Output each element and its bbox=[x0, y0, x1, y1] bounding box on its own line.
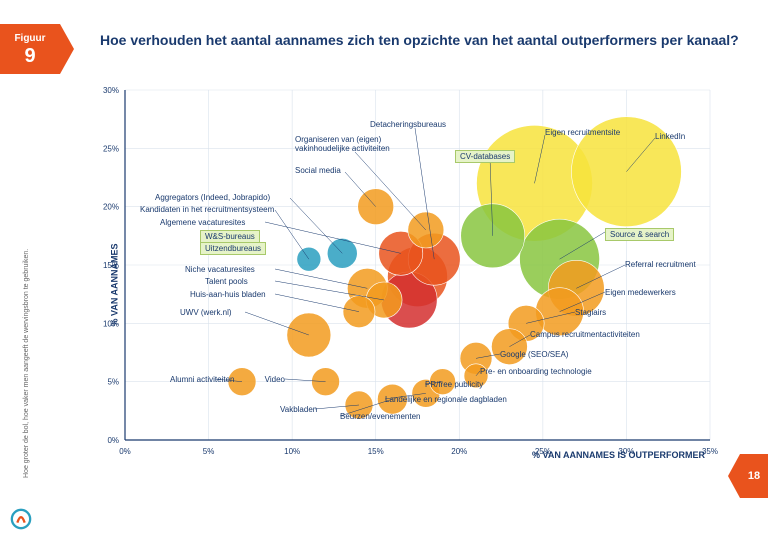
chart-title: Hoe verhouden het aantal aannames zich t… bbox=[100, 32, 748, 48]
bubble bbox=[343, 296, 375, 328]
svg-text:0%: 0% bbox=[107, 436, 119, 445]
svg-text:10%: 10% bbox=[103, 319, 119, 328]
chart-area: % VAN AANNAMES 0%5%10%15%20%25%30%35%0%5… bbox=[85, 80, 725, 490]
bubble bbox=[297, 247, 321, 271]
side-note: Hoe groter de bol, hoe vaker men aangeef… bbox=[23, 249, 30, 478]
bubble-label: Referral recruitment bbox=[625, 260, 696, 269]
svg-text:10%: 10% bbox=[284, 447, 300, 456]
svg-text:15%: 15% bbox=[103, 261, 119, 270]
page-number-tab: 18 bbox=[740, 454, 768, 498]
bubble-label: Niche vacaturesites bbox=[185, 265, 255, 274]
bubble-label: Vakbladen bbox=[280, 405, 317, 414]
bubble-label: Kandidaten in het recruitmentsysteem bbox=[140, 205, 274, 214]
logo-icon bbox=[10, 508, 32, 530]
bubble-label: Stagiairs bbox=[575, 308, 606, 317]
bubble-label: Google (SEO/SEA) bbox=[500, 350, 568, 359]
page: Figuur 9 Hoe verhouden het aantal aannam… bbox=[0, 0, 768, 538]
page-number: 18 bbox=[748, 470, 760, 482]
figure-number: 9 bbox=[24, 46, 35, 66]
bubble-label: Huis-aan-huis bladen bbox=[190, 290, 266, 299]
svg-text:15%: 15% bbox=[368, 447, 384, 456]
svg-text:25%: 25% bbox=[103, 144, 119, 153]
svg-text:5%: 5% bbox=[107, 378, 119, 387]
figure-tab: Figuur 9 bbox=[0, 24, 60, 74]
bubble-label: Algemene vacaturesites bbox=[160, 218, 245, 227]
bubble-label: Beurzen/evenementen bbox=[340, 412, 421, 421]
bubble-label: Organiseren van (eigen)vakinhoudelijke a… bbox=[295, 135, 390, 153]
bubble-label: Eigen recruitmentsite bbox=[545, 128, 620, 137]
bubble-label: W&S-bureaus bbox=[200, 230, 260, 243]
bubble-label: LinkedIn bbox=[655, 132, 685, 141]
bubble-label: Campus recruitmentactiviteiten bbox=[530, 330, 640, 339]
svg-text:30%: 30% bbox=[103, 86, 119, 95]
bubble-label: Social media bbox=[295, 166, 341, 175]
bubble-label: Alumni activiteiten bbox=[170, 375, 234, 384]
svg-text:20%: 20% bbox=[103, 203, 119, 212]
bubble-label: Landelijke en regionale dagbladen bbox=[385, 395, 507, 404]
svg-text:5%: 5% bbox=[203, 447, 215, 456]
bubble-label: Uitzendbureaus bbox=[200, 242, 266, 255]
svg-text:20%: 20% bbox=[451, 447, 467, 456]
bubble-label: CV-databases bbox=[455, 150, 515, 163]
bubble-label: Source & search bbox=[605, 228, 674, 241]
bubble-label: PR/free publicity bbox=[425, 380, 483, 389]
bubble-label: Pre- en onboarding technologie bbox=[480, 367, 592, 376]
bubble-label: Eigen medewerkers bbox=[605, 288, 676, 297]
bubble-label: Detacheringsbureaus bbox=[370, 120, 446, 129]
bubble-label: Aggregators (Indeed, Jobrapido) bbox=[155, 193, 270, 202]
bubble-label: Talent pools bbox=[205, 277, 248, 286]
bubble-chart: 0%5%10%15%20%25%30%35%0%5%10%15%20%25%30… bbox=[85, 80, 725, 490]
svg-text:0%: 0% bbox=[119, 447, 131, 456]
bubble-label: UWV (werk.nl) bbox=[180, 308, 232, 317]
x-axis-label: % VAN AANNAMES IS OUTPERFORMER bbox=[532, 450, 705, 460]
bubble-label: Video bbox=[265, 375, 285, 384]
figure-label: Figuur bbox=[14, 33, 45, 44]
